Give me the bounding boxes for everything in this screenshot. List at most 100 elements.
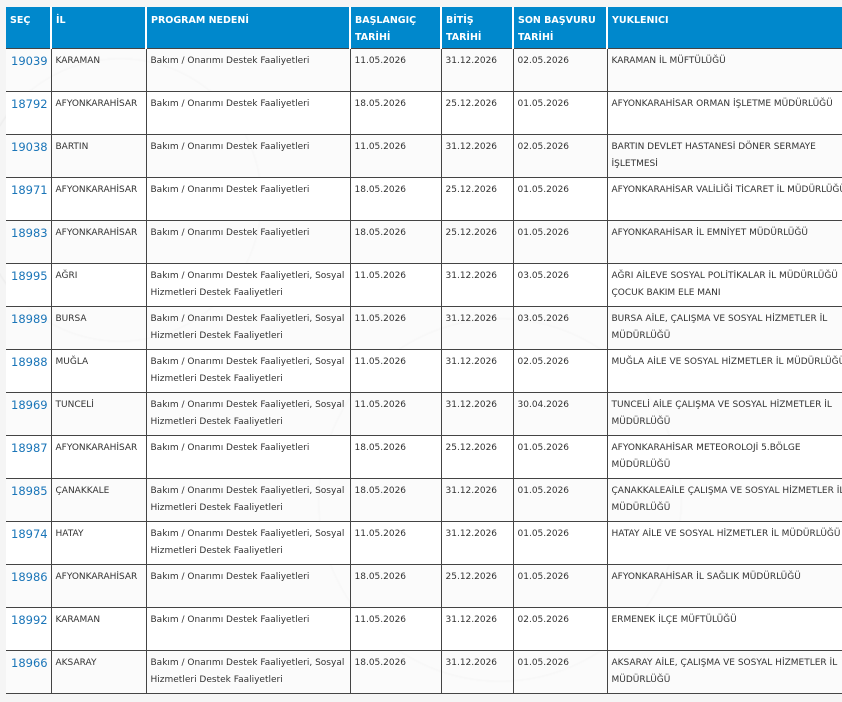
table-row: 19038 BARTIN Bakım / Onarımı Destek Faaliy… (6, 134, 842, 178)
select-link[interactable]: 18983 (11, 226, 48, 240)
select-link[interactable]: 18985 (11, 484, 48, 498)
program-cell: Bakım / Onarımı Destek Faaliyetleri (145, 177, 351, 221)
il-cell: KARAMAN (50, 48, 147, 92)
select-link[interactable]: 19038 (11, 140, 48, 154)
il-cell: BARTIN (50, 134, 147, 178)
start-date-cell: 11.05.2026 (349, 607, 442, 651)
end-date-cell: 25.12.2026 (440, 220, 514, 264)
table-row: 18986 AFYONKARAHİSAR Bakım / Onarımı Deste… (6, 564, 842, 608)
deadline-cell: 03.05.2026 (512, 306, 608, 350)
start-date-cell: 18.05.2026 (349, 650, 442, 694)
program-cell: Bakım / Onarımı Destek Faaliyetleri, Sos… (145, 650, 351, 694)
start-date-cell: 11.05.2026 (349, 392, 442, 436)
end-date-cell: 31.12.2026 (440, 263, 514, 307)
end-date-cell: 25.12.2026 (440, 435, 514, 479)
select-link[interactable]: 18986 (11, 570, 48, 584)
start-date-cell: 18.05.2026 (349, 220, 442, 264)
end-date-cell: 31.12.2026 (440, 392, 514, 436)
il-cell: AFYONKARAHİSAR (50, 91, 147, 135)
select-link[interactable]: 18992 (11, 613, 48, 627)
deadline-cell: 30.04.2026 (512, 392, 608, 436)
select-link[interactable]: 18966 (11, 656, 48, 670)
sec-cell: 18792 (6, 91, 52, 135)
deadline-cell: 02.05.2026 (512, 134, 608, 178)
header-program[interactable]: PROGRAM NEDENİ (145, 7, 351, 49)
table-row: 18995 AĞRI Bakım / Onarımı Destek Faaliyet… (6, 263, 842, 307)
program-cell: Bakım / Onarımı Destek Faaliyetleri (145, 220, 351, 264)
il-cell: TUNCELİ (50, 392, 147, 436)
header-yuklenici[interactable]: YUKLENICI (606, 7, 842, 49)
table-row: 19039 KARAMAN Bakım / Onarımı Destek Faali… (6, 48, 842, 92)
end-date-cell: 31.12.2026 (440, 521, 514, 565)
header-bitis[interactable]: BİTİŞ TARİHİ (440, 7, 514, 49)
program-cell: Bakım / Onarımı Destek Faaliyetleri, Sos… (145, 349, 351, 393)
start-date-cell: 11.05.2026 (349, 306, 442, 350)
select-link[interactable]: 19039 (11, 54, 48, 68)
start-date-cell: 18.05.2026 (349, 478, 442, 522)
program-cell: Bakım / Onarımı Destek Faaliyetleri, Sos… (145, 392, 351, 436)
select-link[interactable]: 18971 (11, 183, 48, 197)
select-link[interactable]: 18974 (11, 527, 48, 541)
sec-cell: 18983 (6, 220, 52, 264)
deadline-cell: 02.05.2026 (512, 607, 608, 651)
il-cell: HATAY (50, 521, 147, 565)
end-date-cell: 31.12.2026 (440, 306, 514, 350)
program-cell: Bakım / Onarımı Destek Faaliyetleri, Sos… (145, 263, 351, 307)
deadline-cell: 02.05.2026 (512, 48, 608, 92)
start-date-cell: 11.05.2026 (349, 521, 442, 565)
il-cell: KARAMAN (50, 607, 147, 651)
table-row: 18971 AFYONKARAHİSAR Bakım / Onarımı Deste… (6, 177, 842, 221)
deadline-cell: 01.05.2026 (512, 177, 608, 221)
contractor-cell: AĞRI AİLEVE SOSYAL POLİTİKALAR İL MÜDÜRL… (606, 263, 842, 307)
start-date-cell: 18.05.2026 (349, 91, 442, 135)
header-baslangic[interactable]: BAŞLANGIÇ TARİHİ (349, 7, 442, 49)
contractor-cell: KARAMAN İL MÜFTÜLÜĞÜ (606, 48, 842, 92)
end-date-cell: 31.12.2026 (440, 349, 514, 393)
header-sec[interactable]: SEÇ (6, 7, 52, 49)
table-header-row: SEÇ İL PROGRAM NEDENİ BAŞLANGIÇ TARİHİ B… (6, 7, 842, 49)
end-date-cell: 31.12.2026 (440, 134, 514, 178)
table-row: 18792 AFYONKARAHİSAR Bakım / Onarımı Deste… (6, 91, 842, 135)
contractor-cell: AFYONKARAHİSAR VALİLİĞİ TİCARET İL MÜDÜR… (606, 177, 842, 221)
start-date-cell: 11.05.2026 (349, 134, 442, 178)
select-link[interactable]: 18987 (11, 441, 48, 455)
select-link[interactable]: 18989 (11, 312, 48, 326)
end-date-cell: 31.12.2026 (440, 650, 514, 694)
select-link[interactable]: 18792 (11, 97, 48, 111)
deadline-cell: 01.05.2026 (512, 521, 608, 565)
program-cell: Bakım / Onarımı Destek Faaliyetleri (145, 134, 351, 178)
deadline-cell: 02.05.2026 (512, 349, 608, 393)
start-date-cell: 11.05.2026 (349, 349, 442, 393)
program-cell: Bakım / Onarımı Destek Faaliyetleri (145, 607, 351, 651)
header-il[interactable]: İL (50, 7, 147, 49)
start-date-cell: 11.05.2026 (349, 48, 442, 92)
contractor-cell: BURSA AİLE, ÇALIŞMA VE SOSYAL HİZMETLER … (606, 306, 842, 350)
end-date-cell: 25.12.2026 (440, 564, 514, 608)
contractor-cell: AFYONKARAHİSAR İL EMNİYET MÜDÜRLÜĞÜ (606, 220, 842, 264)
sec-cell: 18995 (6, 263, 52, 307)
program-cell: Bakım / Onarımı Destek Faaliyetleri (145, 91, 351, 135)
sec-cell: 18971 (6, 177, 52, 221)
table-row: 18987 AFYONKARAHİSAR Bakım / Onarımı Deste… (6, 435, 842, 479)
select-link[interactable]: 18995 (11, 269, 48, 283)
table-row: 18988 MUĞLA Bakım / Onarımı Destek Faaliye… (6, 349, 842, 393)
il-cell: AFYONKARAHİSAR (50, 177, 147, 221)
contractor-cell: AFYONKARAHİSAR METEOROLOJİ 5.BÖLGE MÜDÜR… (606, 435, 842, 479)
deadline-cell: 01.05.2026 (512, 564, 608, 608)
sec-cell: 19039 (6, 48, 52, 92)
header-son-basvuru[interactable]: SON BAŞVURU TARİHİ (512, 7, 608, 49)
il-cell: AĞRI (50, 263, 147, 307)
deadline-cell: 01.05.2026 (512, 478, 608, 522)
il-cell: AFYONKARAHİSAR (50, 564, 147, 608)
program-cell: Bakım / Onarımı Destek Faaliyetleri, Sos… (145, 478, 351, 522)
contractor-cell: ERMENEK İLÇE MÜFTÜLÜĞÜ (606, 607, 842, 651)
table-row: 18969 TUNCELİ Bakım / Onarımı Destek Faali… (6, 392, 842, 436)
sec-cell: 18966 (6, 650, 52, 694)
deadline-cell: 01.05.2026 (512, 435, 608, 479)
contractor-cell: BARTIN DEVLET HASTANESİ DÖNER SERMAYE İŞ… (606, 134, 842, 178)
end-date-cell: 31.12.2026 (440, 48, 514, 92)
select-link[interactable]: 18988 (11, 355, 48, 369)
start-date-cell: 11.05.2026 (349, 263, 442, 307)
table-row: 18985 ÇANAKKALE Bakım / Onarımı Destek Faa… (6, 478, 842, 522)
select-link[interactable]: 18969 (11, 398, 48, 412)
